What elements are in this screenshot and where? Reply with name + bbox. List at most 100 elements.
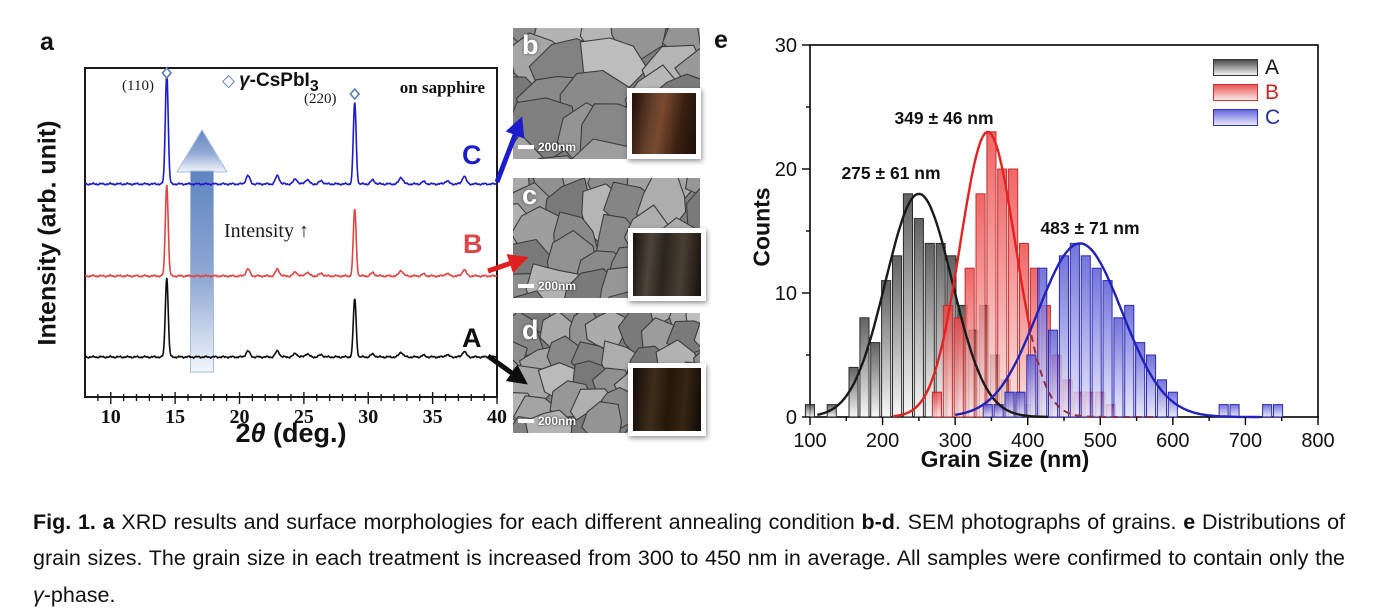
scale-bar-text: 200nm — [538, 279, 577, 293]
scale-bar-text: 200nm — [538, 414, 577, 428]
panel-a-label: a — [40, 28, 54, 56]
xrd-x-tick-label: 40 — [487, 406, 507, 425]
scale-bar: 200nm — [518, 140, 576, 154]
substrate-note: on sapphire — [399, 78, 485, 97]
legend-row-b: B — [1213, 80, 1280, 105]
xrd-x-tick-label: 35 — [423, 406, 443, 425]
panel-d-label: d — [522, 315, 539, 345]
xrd-x-tick-label: 10 — [101, 406, 121, 425]
xrd-y-axis-title: Intensity (arb. unit) — [33, 120, 62, 346]
scale-bar-line — [518, 145, 534, 149]
xrd-phase-legend: ◇ γ-CsPbI3 — [222, 70, 319, 96]
fit-curve-tail-B — [1030, 334, 1154, 418]
legend-swatch-c — [1213, 109, 1258, 126]
hist-legend: A B C — [1213, 55, 1280, 130]
sample-photo — [633, 368, 701, 431]
trace-label-a: A — [462, 323, 482, 353]
xrd-x-tick-label: 15 — [165, 406, 185, 425]
hist-bars-C — [982, 242, 1284, 418]
sem-panel-c: c 200nm — [513, 178, 706, 301]
text-segment: 2 — [235, 418, 251, 448]
hist-y-tick-label: 20 — [775, 159, 797, 181]
text-segment: b-d — [861, 509, 895, 534]
annotation-mean-a: 275 ± 61 nm — [841, 163, 941, 183]
text-segment: Fig. 1. a — [33, 509, 115, 534]
diamond-marker-icon — [349, 87, 361, 101]
intensity-arrow-note: Intensity ↑ — [224, 220, 309, 242]
hist-y-tick-label: 30 — [775, 35, 797, 57]
scale-bar-line — [518, 284, 534, 288]
panel-b-label: b — [522, 30, 539, 60]
xrd-trace-C — [84, 72, 498, 187]
legend-swatch-a — [1213, 59, 1258, 76]
xrd-trace-B — [84, 184, 498, 279]
annotation-mean-b: 349 ± 46 nm — [894, 108, 994, 128]
xrd-peak-220-label: (220) — [304, 91, 337, 107]
xrd-x-tick-label: 30 — [358, 406, 378, 425]
text-segment: Distributions of grain sizes. The grain … — [33, 509, 1346, 571]
text-segment: -CsPbI — [249, 70, 310, 91]
text-segment: . SEM photographs of grains. — [894, 509, 1184, 534]
scale-bar: 200nm — [518, 414, 576, 428]
text-segment: (deg.) — [265, 418, 347, 448]
figure-caption: Fig. 1. a XRD results and surface morpho… — [33, 504, 1345, 614]
fit-curve-B — [893, 130, 1032, 418]
text-segment: θ — [250, 418, 266, 448]
xrd-x-tick-label: 20 — [230, 406, 250, 425]
xrd-peak-110-label: (110) — [122, 78, 154, 94]
hist-x-tick-label: 200 — [866, 430, 899, 452]
text-segment: γ — [33, 582, 44, 607]
grain-size-histogram: 100 200 300 400 500 600 700 800 0 10 20 30 — [775, 35, 1335, 452]
diamond-marker-icon: ◇ — [222, 71, 236, 90]
legend-label-b: B — [1265, 81, 1280, 104]
text-segment: 3 — [309, 77, 319, 95]
text-segment: γ — [239, 70, 250, 91]
scale-bar-line — [518, 419, 534, 423]
hist-ticks — [802, 44, 1319, 425]
xrd-x-ticks — [97, 392, 498, 404]
hist-x-tick-label: 300 — [938, 430, 971, 452]
fit-curve-C — [954, 242, 1260, 419]
scale-bar: 200nm — [518, 279, 576, 293]
legend-swatch-b — [1213, 84, 1258, 101]
hist-x-tick-label: 700 — [1229, 430, 1262, 452]
hist-x-tick-label: 800 — [1301, 430, 1334, 452]
scale-bar-text: 200nm — [538, 140, 577, 154]
photo-inset — [628, 363, 706, 436]
xrd-x-tick-label: 25 — [294, 406, 314, 425]
hist-x-tick-label: 600 — [1156, 430, 1189, 452]
hist-x-axis-title: Grain Size (nm) — [920, 446, 1090, 472]
phase-legend-text: γ-CsPbI3 — [239, 70, 319, 95]
xrd-trace-A — [84, 277, 498, 360]
xrd-x-axis-title: 2θ (deg.) — [235, 418, 346, 449]
text-segment: e — [1183, 509, 1196, 534]
hist-y-tick-label: 10 — [775, 283, 797, 305]
legend-label-a: A — [1265, 56, 1280, 79]
legend-label-c: C — [1265, 106, 1281, 129]
hist-x-tick-label: 400 — [1011, 430, 1044, 452]
hist-y-tick-label: 0 — [786, 407, 797, 429]
sample-photo — [632, 93, 696, 154]
diamond-marker-icon — [161, 66, 173, 80]
sem-panel-b: b 200nm — [513, 28, 701, 159]
panel-c-label: c — [522, 180, 538, 210]
annotation-mean-c: 483 ± 71 nm — [1040, 218, 1140, 238]
trace-label-c: C — [462, 140, 482, 170]
trace-label-b: B — [463, 229, 483, 259]
text-segment: XRD results and surface morphologies for… — [114, 509, 862, 534]
intensity-up-arrow — [176, 129, 228, 373]
fit-curve-A — [817, 192, 1049, 419]
xrd-chart: 10 15 20 25 30 35 40 — [84, 66, 507, 425]
xrd-frame — [84, 67, 498, 398]
panel-e-label: e — [714, 26, 728, 54]
legend-row-c: C — [1213, 105, 1280, 130]
hist-x-tick-label: 100 — [793, 430, 826, 452]
legend-row-a: A — [1213, 55, 1280, 80]
photo-inset — [628, 228, 706, 301]
photo-inset — [627, 88, 701, 159]
sem-panel-d: d 200nm — [513, 313, 706, 436]
sample-photo — [633, 233, 701, 296]
text-segment: -phase. — [43, 582, 116, 607]
hist-x-tick-label: 500 — [1084, 430, 1117, 452]
